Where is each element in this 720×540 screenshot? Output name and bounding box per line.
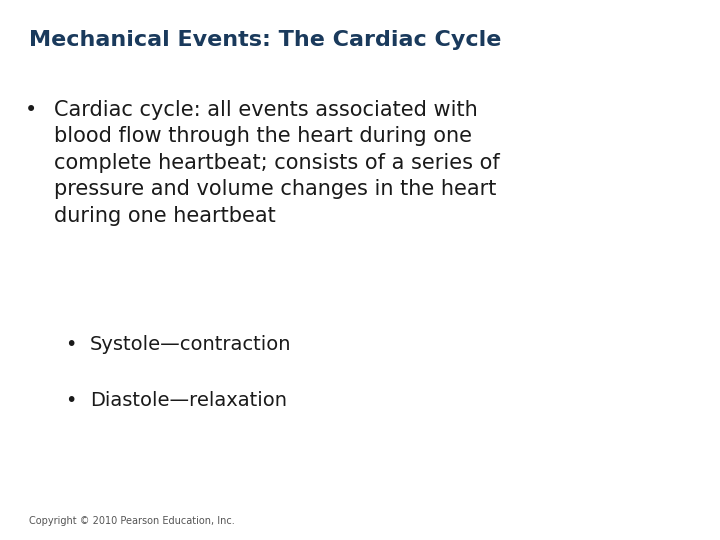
Text: •: •	[25, 100, 37, 120]
Text: Systole—contraction: Systole—contraction	[90, 335, 292, 354]
Text: •: •	[65, 392, 76, 410]
Text: Diastole—relaxation: Diastole—relaxation	[90, 392, 287, 410]
Text: Mechanical Events: The Cardiac Cycle: Mechanical Events: The Cardiac Cycle	[29, 30, 501, 50]
Text: Copyright © 2010 Pearson Education, Inc.: Copyright © 2010 Pearson Education, Inc.	[29, 516, 235, 526]
Text: Cardiac cycle: all events associated with
blood flow through the heart during on: Cardiac cycle: all events associated wit…	[54, 100, 500, 226]
Text: •: •	[65, 335, 76, 354]
